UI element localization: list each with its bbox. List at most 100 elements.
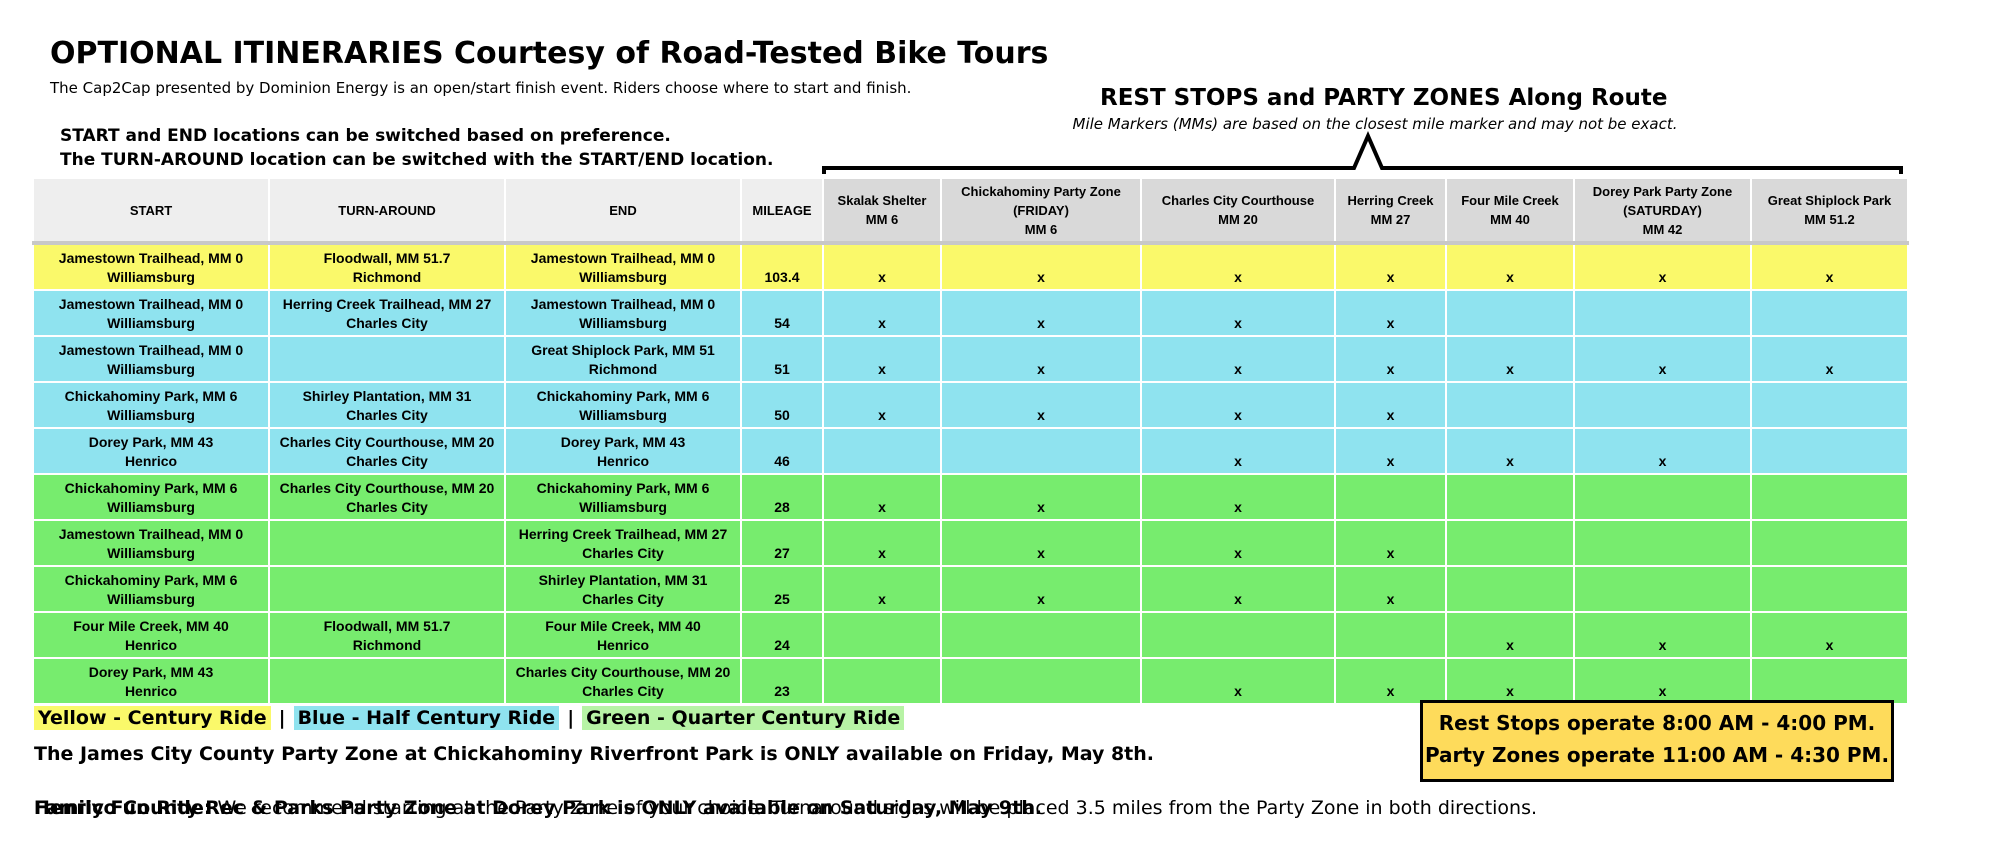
stop-mark: x — [1037, 315, 1045, 331]
table-cell: 23 — [740, 657, 824, 705]
table-cell — [1750, 657, 1909, 705]
table-cell: Chickahominy Park, MM 6 Williamsburg — [504, 381, 742, 429]
bracket — [822, 131, 1903, 174]
header-line: MM 42 — [1642, 221, 1683, 237]
stop-mark: x — [1234, 453, 1242, 469]
column-header: Four Mile Creek MM 40 — [1445, 177, 1575, 245]
cell-line: Henrico — [124, 683, 178, 699]
stop-mark: x — [1234, 315, 1242, 331]
table-cell: x — [1140, 657, 1336, 705]
cell-line: Charles City — [346, 499, 428, 515]
table-row: Jamestown Trailhead, MM 0 Williamsburg Her… — [32, 519, 1909, 567]
mileage: 46 — [774, 453, 790, 469]
stop-mark: x — [1234, 591, 1242, 607]
cell-line: Chickahominy Park, MM 6 — [536, 388, 710, 404]
family-label: Family Fun Ride: — [34, 797, 212, 819]
table-cell: x — [1573, 427, 1752, 475]
table-cell — [940, 657, 1142, 705]
stop-mark: x — [1386, 269, 1395, 285]
table-cell: x — [1750, 611, 1909, 659]
table-cell — [1750, 473, 1909, 521]
cell-line: Henrico — [124, 637, 178, 653]
table-cell: Charles City Courthouse, MM 20 Charles Ci… — [268, 427, 506, 475]
cell-line: Richmond — [352, 637, 422, 653]
cell-line: Charles City Courthouse, MM 20 — [515, 664, 731, 680]
column-header: Dorey Park Party Zone (SATURDAY) MM 42 — [1573, 177, 1752, 245]
stop-mark: x — [878, 545, 886, 561]
legend-item: Green - Quarter Century Ride — [582, 706, 905, 730]
cell-line: Charles City — [346, 315, 428, 331]
table-cell: x — [1334, 657, 1447, 705]
table-cell — [1334, 473, 1447, 521]
cell-line: Dorey Park, MM 43 — [88, 664, 214, 680]
stop-mark: x — [1037, 499, 1045, 515]
stop-mark: x — [1386, 683, 1395, 699]
stop-mark: x — [1386, 453, 1395, 469]
cell-line: Richmond — [588, 361, 658, 377]
stop-mark: x — [1386, 407, 1395, 423]
stop-mark: x — [1037, 269, 1045, 285]
table-cell: Jamestown Trailhead, MM 0 Williamsburg — [32, 519, 270, 567]
table-cell: x — [1140, 381, 1336, 429]
cell-line: Dorey Park, MM 43 — [560, 434, 686, 450]
table-cell: Dorey Park, MM 43 Henrico — [504, 427, 742, 475]
table-row: Dorey Park, MM 43 Henrico Charles City Cou… — [32, 657, 1909, 705]
stop-mark: x — [1386, 591, 1395, 607]
table-row: Jamestown Trailhead, MM 0 Williamsburg Her… — [32, 289, 1909, 337]
cell-line: Williamsburg — [107, 269, 195, 285]
table-row: Jamestown Trailhead, MM 0 Williamsburg Gre… — [32, 335, 1909, 383]
table-cell: x — [1140, 519, 1336, 567]
table-cell: x — [822, 381, 942, 429]
cell-line: Jamestown Trailhead, MM 0 — [58, 296, 244, 312]
table-cell: x — [1445, 242, 1575, 291]
table-cell: 50 — [740, 381, 824, 429]
mileage: 27 — [774, 545, 790, 561]
table-cell — [1750, 381, 1909, 429]
stop-mark: x — [878, 315, 886, 331]
table-cell: Four Mile Creek, MM 40 Henrico — [32, 611, 270, 659]
column-header: START — [32, 177, 270, 245]
cell-line: Williamsburg — [107, 361, 195, 377]
cell-line: Four Mile Creek, MM 40 — [545, 618, 701, 634]
cell-line: Williamsburg — [107, 545, 195, 561]
table-cell: Dorey Park, MM 43 Henrico — [32, 657, 270, 705]
table-cell — [1445, 519, 1575, 567]
stop-mark: x — [1658, 453, 1667, 469]
stop-mark: x — [1386, 545, 1395, 561]
stop-mark: x — [1658, 361, 1667, 377]
cell-line: Charles City — [582, 683, 664, 699]
table-cell: x — [1750, 242, 1909, 291]
cell-line: Williamsburg — [579, 315, 667, 331]
table-cell: x — [1573, 242, 1752, 291]
table-cell: x — [1573, 657, 1752, 705]
header-line: MM 6 — [865, 212, 899, 227]
table-cell: x — [1334, 427, 1447, 475]
table-cell: x — [1140, 242, 1336, 291]
table-cell: Great Shiplock Park, MM 51 Richmond — [504, 335, 742, 383]
stop-mark: x — [1386, 315, 1395, 331]
header-line: MM 40 — [1490, 212, 1530, 227]
table-cell: x — [1445, 427, 1575, 475]
cell-line: Dorey Park, MM 43 — [88, 434, 214, 450]
table-cell: x — [1140, 565, 1336, 613]
table-row: Dorey Park, MM 43 Henrico Charles City Cou… — [32, 427, 1909, 475]
note: START and END locations can be switched … — [60, 126, 671, 146]
table-cell: x — [822, 242, 942, 291]
cell-line: Jamestown Trailhead, MM 0 — [530, 250, 716, 266]
column-header: Chickahominy Party Zone (FRIDAY) MM 6 — [940, 177, 1142, 245]
table-cell — [940, 427, 1142, 475]
stop-mark: x — [878, 407, 886, 423]
cell-line: Floodwall, MM 51.7 — [323, 250, 451, 266]
table-body: Jamestown Trailhead, MM 0 Williamsburg Flo… — [32, 242, 1909, 705]
table-cell: x — [1334, 565, 1447, 613]
cell-line: Jamestown Trailhead, MM 0 — [58, 250, 244, 266]
table-cell: x — [822, 565, 942, 613]
header-line: Dorey Park Party Zone — [1592, 183, 1733, 199]
header-line: MM 20 — [1218, 212, 1258, 227]
table-cell: x — [940, 473, 1142, 521]
family-text: We recommend starting at the Party Zone … — [217, 797, 1538, 819]
header-line: (FRIDAY) — [1013, 202, 1069, 218]
table-row: Four Mile Creek, MM 40 Henrico Floodwall, … — [32, 611, 1909, 659]
table-cell: 46 — [740, 427, 824, 475]
stop-mark: x — [1037, 591, 1045, 607]
